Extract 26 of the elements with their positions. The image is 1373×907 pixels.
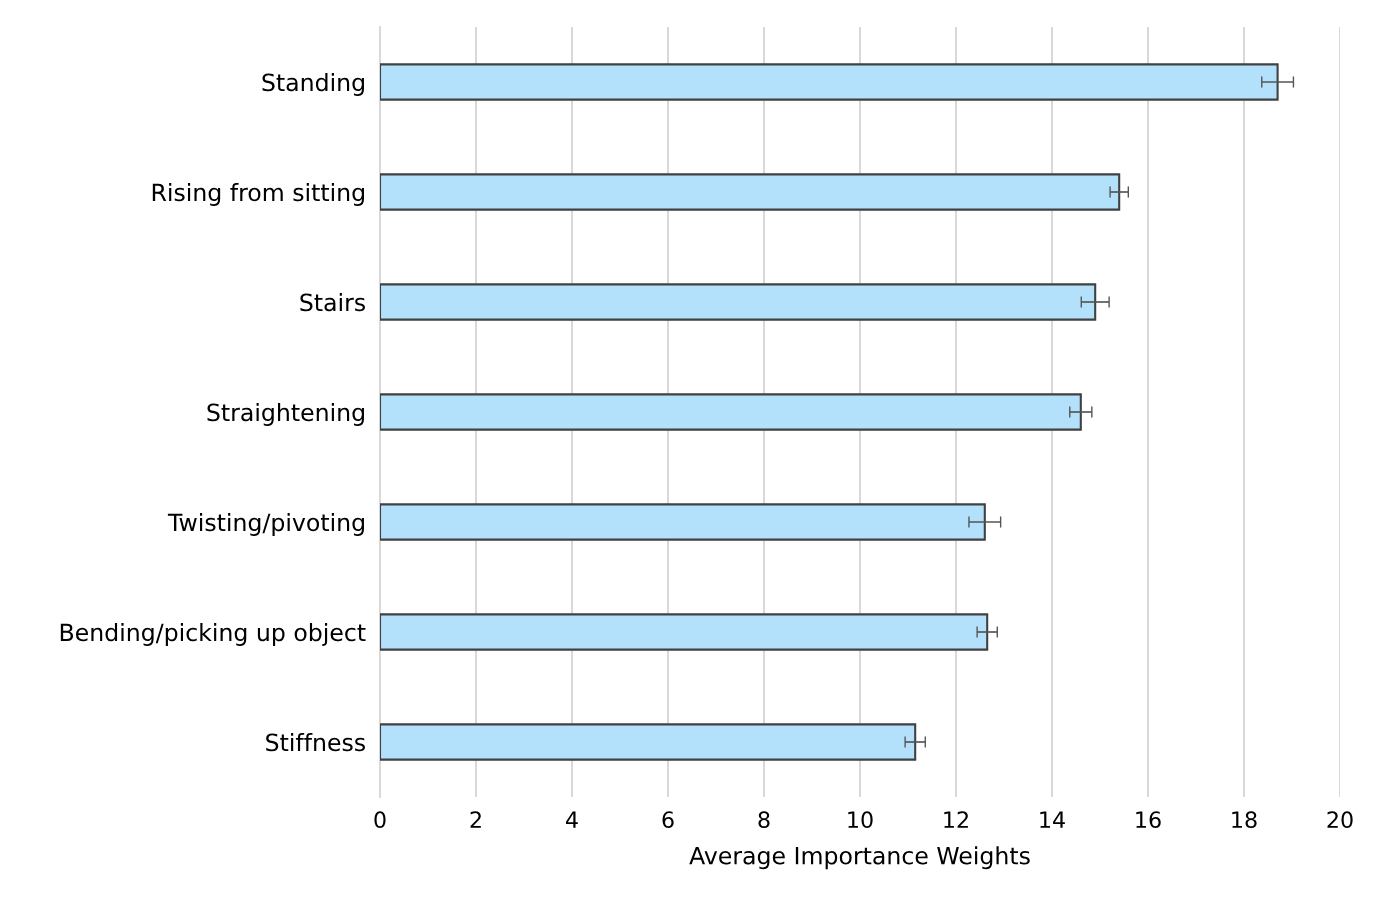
x-tick-label: 0 [374,811,386,829]
x-tick-label: 4 [566,811,578,828]
y-tick-label: Bending/picking up object [60,623,366,646]
bar [380,613,989,651]
x-tick-label: 12 [944,811,968,828]
x-axis-title: Average Importance Weights [689,846,1030,870]
y-tick-label: Straightening [207,403,364,426]
bar [380,723,917,761]
y-tick-label: Standing [262,73,364,96]
y-tick-label: Stiffness [266,733,365,752]
bar [380,173,1121,211]
bar [380,393,1082,431]
bar [380,63,1279,101]
y-tick-label: Twisting/pivoting [167,513,364,536]
x-tick-label: 2 [470,811,481,828]
x-tick-label: 6 [662,811,674,829]
bar [380,283,1097,321]
x-tick-label: 20 [1327,811,1353,829]
x-tick-label: 8 [758,811,770,829]
y-tick-label: Rising from sitting [152,183,364,206]
y-tick-label: Stairs [300,293,365,312]
bar [380,503,986,541]
x-tick-label: 16 [1136,811,1161,829]
x-tick-label: 10 [848,811,873,829]
x-tick-label: 14 [1040,811,1065,828]
x-tick-label: 18 [1232,811,1257,829]
